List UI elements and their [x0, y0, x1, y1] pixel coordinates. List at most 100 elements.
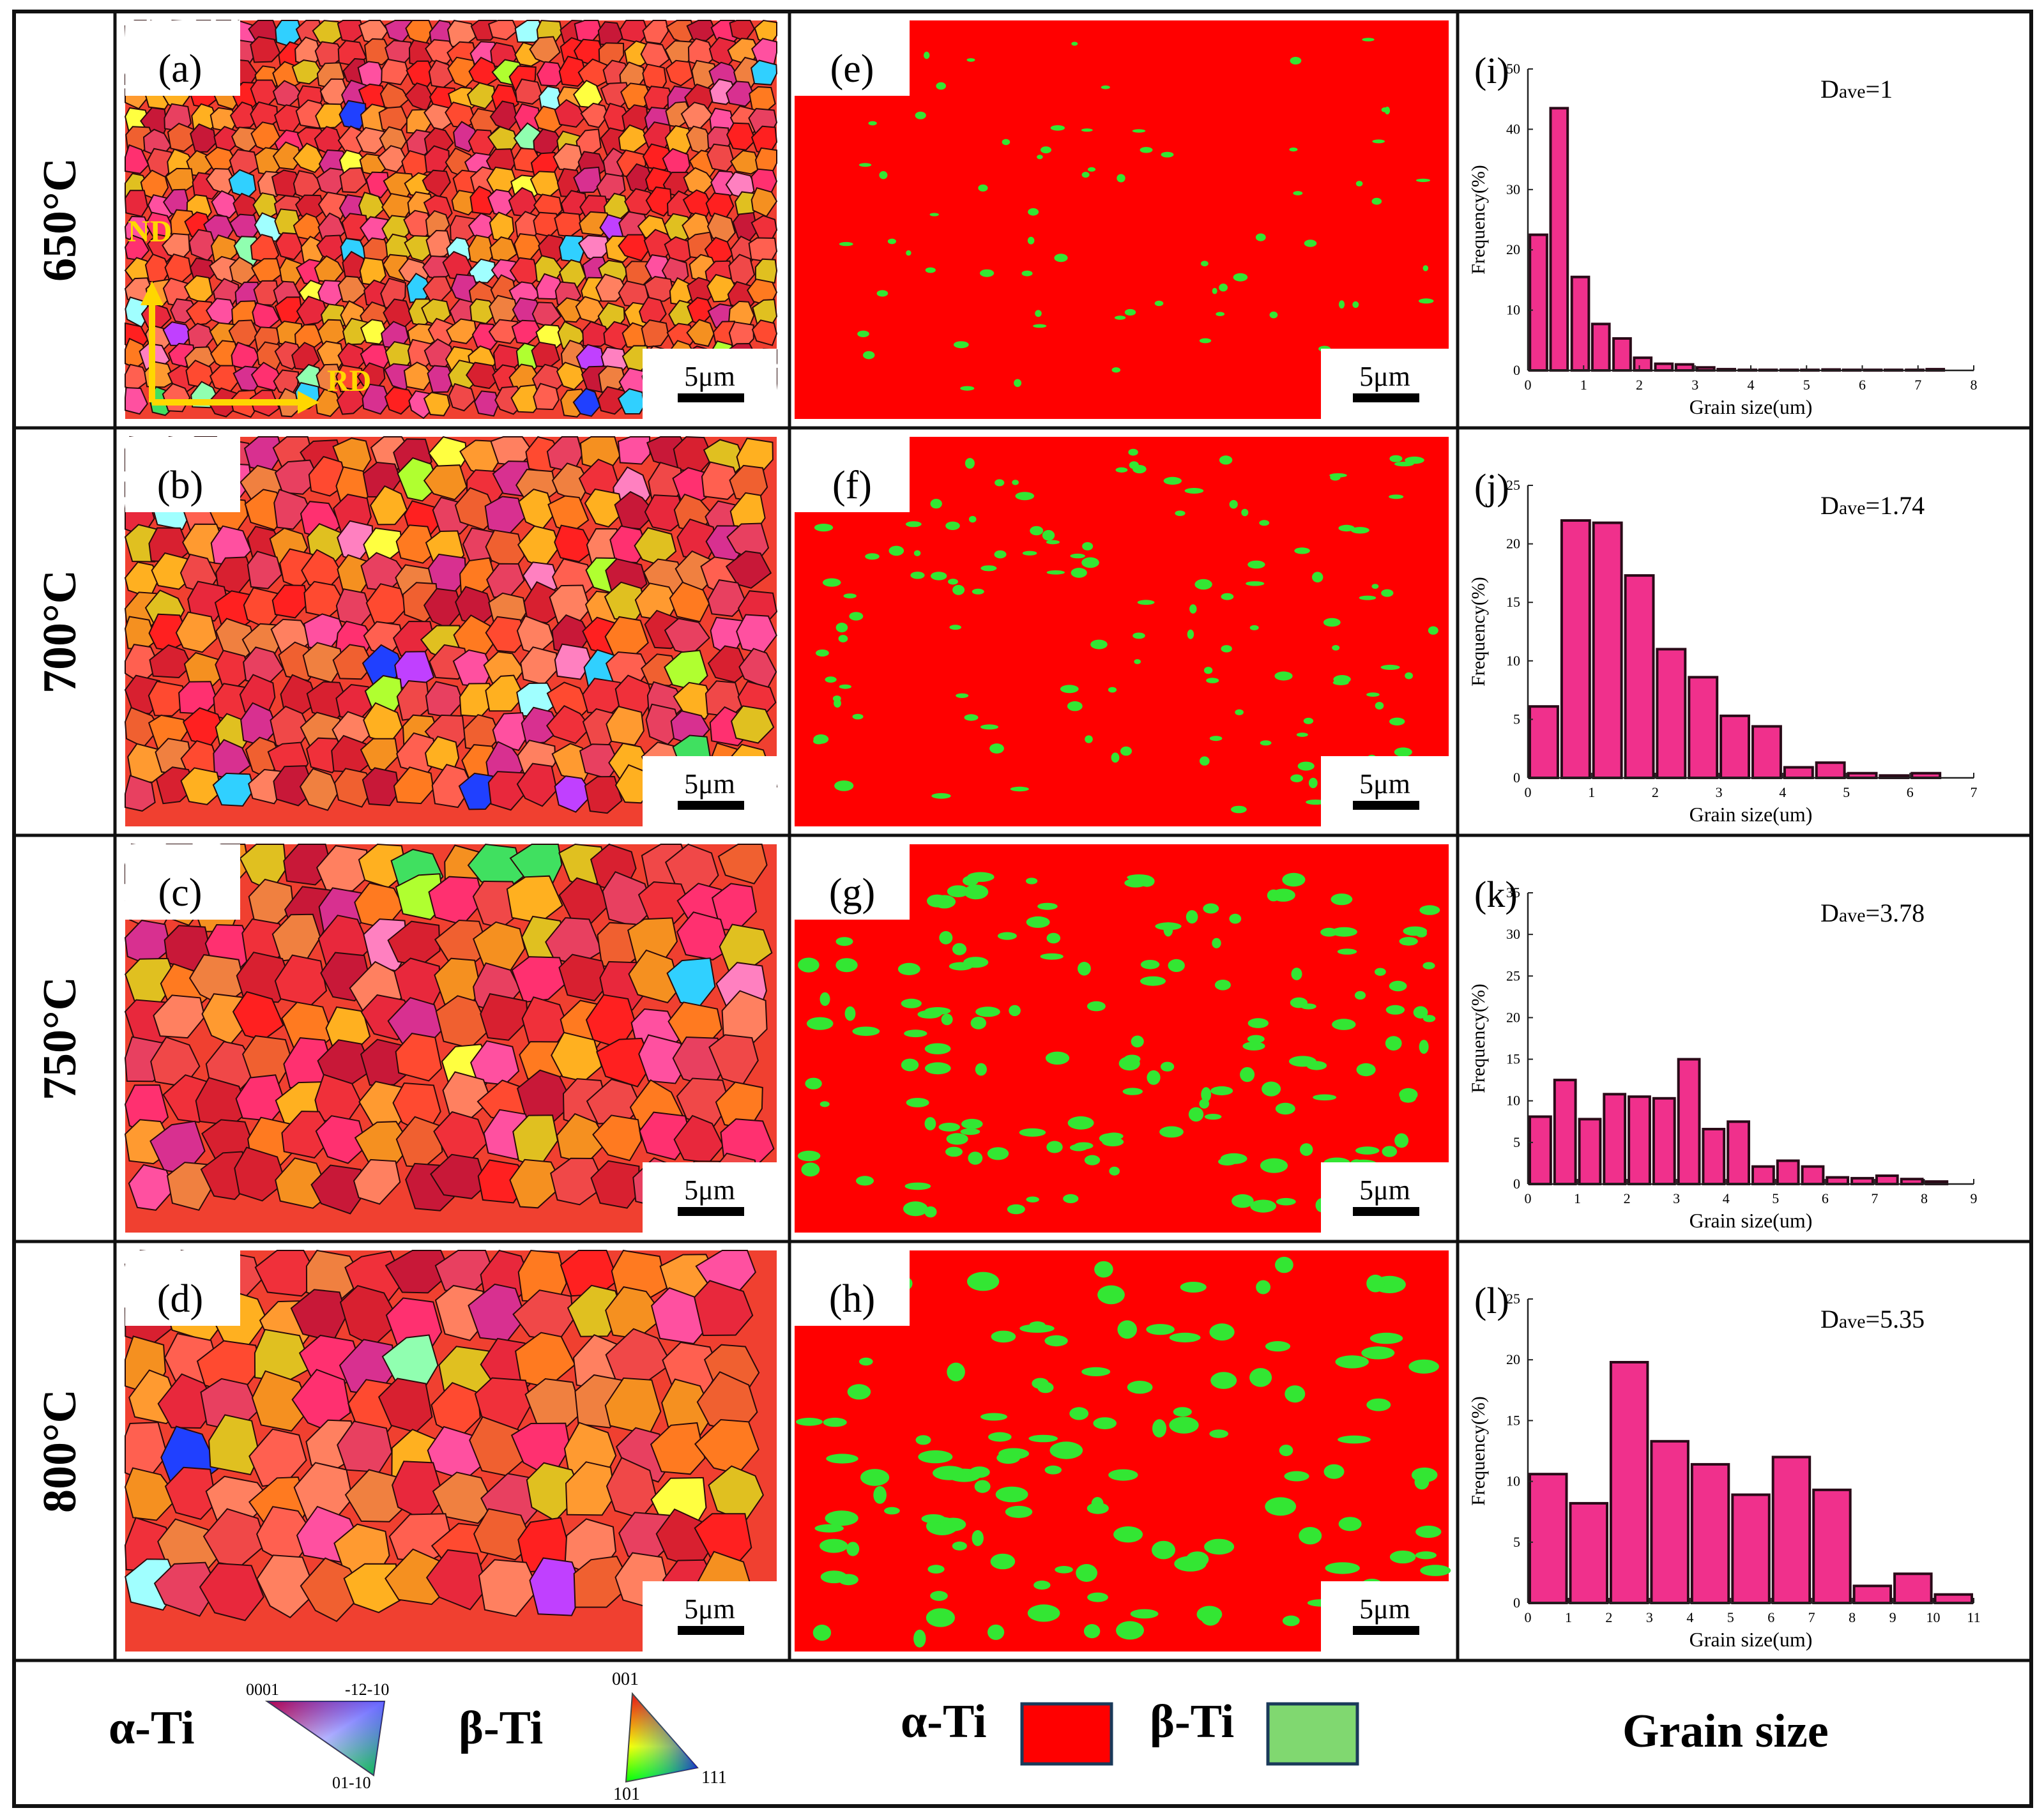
y-tick-label: 30: [1506, 926, 1520, 942]
ipf-alpha-label-01-10: 01-10: [332, 1773, 371, 1792]
panel-label: (e): [830, 47, 874, 91]
beta-phase-particle: [1026, 916, 1050, 928]
grain: [369, 485, 408, 526]
y-tick-label: 10: [1506, 1473, 1520, 1489]
histogram-bar: [1702, 1128, 1726, 1185]
y-tick-label: 5: [1513, 1134, 1520, 1150]
scale-bar-label: 5μm: [1359, 361, 1410, 392]
beta-phase-particle: [931, 572, 947, 581]
grain: [642, 20, 669, 45]
x-tick-label: 3: [1691, 377, 1698, 393]
temperature-label: 650°C: [34, 158, 86, 282]
beta-phase-particle: [1097, 1285, 1125, 1305]
grain: [533, 383, 560, 411]
beta-phase-particle: [1099, 1133, 1119, 1144]
beta-phase-particle: [1169, 1332, 1201, 1342]
x-tick-label: 9: [1889, 1609, 1896, 1625]
beta-phase-particle: [814, 1524, 844, 1533]
grain: [153, 1561, 218, 1617]
panel-label-bg: [125, 437, 240, 512]
grain: [250, 361, 282, 391]
ebsd-map: (b) 5μm: [124, 436, 778, 826]
grain: [554, 99, 586, 128]
beta-phase-particle: [806, 1017, 834, 1030]
beta-phase-particle: [857, 330, 869, 337]
grain: [465, 361, 500, 390]
beta-phase-particle: [1093, 1417, 1117, 1430]
beta-phase-particle: [1133, 465, 1147, 474]
dave-annotation: Dave=1: [1820, 75, 1893, 103]
grain: [686, 319, 715, 347]
beta-phase-particle: [965, 458, 975, 469]
grain: [558, 56, 588, 87]
grain: [729, 149, 761, 175]
histogram-bar: [1933, 1593, 1973, 1604]
beta-phase-particle: [926, 1608, 955, 1627]
grain: [362, 767, 400, 807]
grain: [701, 461, 742, 500]
beta-phase-particle: [1070, 553, 1085, 559]
beta-phase-particle: [972, 1530, 984, 1546]
beta-phase-particle: [1221, 645, 1232, 653]
histogram-bar: [1812, 1488, 1852, 1604]
beta-phase-particle: [1382, 1146, 1398, 1157]
beta-phase-particle: [1420, 1565, 1451, 1576]
scale-bar: [678, 393, 744, 402]
ipf-alpha-label-12-10: -12-10: [345, 1680, 389, 1699]
grain: [212, 772, 256, 807]
beta-phase-particle: [1361, 1346, 1395, 1360]
beta-phase-particle: [1007, 1204, 1025, 1215]
dave-value: =5.35: [1866, 1305, 1925, 1333]
grain: [485, 616, 528, 653]
grain: [275, 232, 304, 261]
beta-phase-particle: [1233, 273, 1248, 282]
beta-phase-particle: [820, 1101, 830, 1107]
x-tick-label: 4: [1686, 1609, 1693, 1625]
beta-phase-particle: [873, 1486, 887, 1504]
beta-phase-particle: [1009, 1005, 1021, 1017]
grain: [614, 490, 657, 530]
beta-phase-particle: [798, 957, 820, 973]
beta-phase-particle: [1303, 717, 1314, 724]
grain: [582, 321, 611, 347]
beta-phase-particle: [1330, 474, 1341, 481]
beta-phase-particle: [887, 238, 896, 245]
beta-phase-particle: [1366, 1274, 1385, 1293]
beta-phase-particle: [868, 121, 877, 126]
beta-phase-particle: [945, 521, 960, 530]
beta-phase-particle: [1229, 913, 1242, 924]
beta-phase-particle: [1418, 298, 1434, 304]
beta-phase-particle: [1087, 1592, 1108, 1602]
beta-phase-particle: [1111, 752, 1120, 763]
beta-phase-particle: [823, 1417, 847, 1427]
beta-phase-particle: [1422, 265, 1429, 271]
beta-phase-particle: [825, 676, 837, 683]
beta-phase-particle: [1219, 284, 1228, 292]
beta-phase-particle: [1214, 980, 1231, 991]
beta-phase-particle: [1189, 604, 1197, 614]
beta-phase-particle: [991, 1330, 1016, 1343]
grain: [478, 1559, 539, 1617]
scale-bar: [678, 1626, 744, 1635]
y-tick-label: 20: [1506, 1009, 1520, 1025]
grain: [665, 59, 694, 87]
phase-map: (e) 5μm: [795, 20, 1449, 419]
beta-phase-particle: [1312, 572, 1323, 582]
histogram-bar: [1815, 761, 1846, 779]
grain: [423, 391, 451, 416]
beta-phase-particle: [1290, 57, 1302, 65]
scale-bar-bg: [1321, 756, 1449, 826]
scale-bar-bg: [643, 756, 777, 826]
dave-value: =1: [1866, 75, 1893, 103]
grain: [185, 300, 216, 326]
beta-phase-particle: [847, 1384, 871, 1400]
grain: [339, 100, 367, 130]
grain: [299, 768, 339, 811]
x-tick-label: 5: [1843, 784, 1850, 800]
grain: [596, 1037, 653, 1088]
beta-phase-particle: [1037, 1381, 1054, 1394]
beta-phase-particle: [1132, 129, 1146, 133]
beta-phase-particle: [1249, 625, 1259, 630]
histogram-bar: [1875, 1174, 1899, 1185]
